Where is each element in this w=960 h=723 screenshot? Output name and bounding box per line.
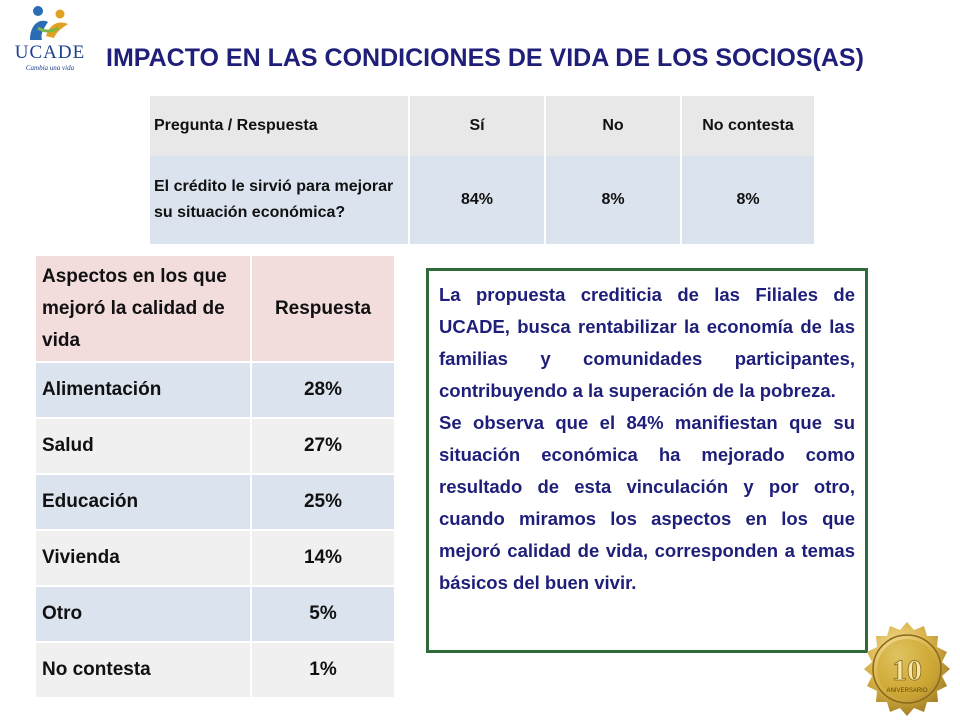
- cell-aspect: Educación: [34, 473, 252, 531]
- cell-value: 1%: [250, 641, 396, 699]
- cell-aspect: Salud: [34, 417, 252, 475]
- anniversary-seal-icon: 10 ANIVERSARIO: [864, 622, 950, 716]
- table-row: Salud 27%: [34, 417, 396, 475]
- header-aspect: Aspectos en los que mejoró la calidad de…: [34, 254, 252, 363]
- seal-text: ANIVERSARIO: [886, 688, 927, 694]
- table-row: El crédito le sirvió para mejorar su sit…: [148, 156, 816, 244]
- logo-tagline: Cambia una vida: [25, 64, 75, 72]
- cell-no-contesta: 8%: [680, 156, 816, 244]
- header-question: Pregunta / Respuesta: [148, 96, 410, 156]
- header-si: Sí: [408, 96, 546, 156]
- cell-aspect: Alimentación: [34, 361, 252, 419]
- cell-no: 8%: [544, 156, 682, 244]
- header-no-contesta: No contesta: [680, 96, 816, 156]
- cell-si: 84%: [408, 156, 546, 244]
- cell-value: 25%: [250, 473, 396, 531]
- cell-value: 5%: [250, 585, 396, 643]
- cell-aspect: Vivienda: [34, 529, 252, 587]
- table-header-row: Pregunta / Respuesta Sí No No contesta: [148, 96, 816, 156]
- ucade-logo: UCADE Cambia una vida: [4, 2, 94, 76]
- credit-response-table: Pregunta / Respuesta Sí No No contesta E…: [148, 96, 816, 244]
- summary-paragraph-1: La propuesta crediticia de las Filiales …: [439, 284, 855, 401]
- header-response: Respuesta: [250, 254, 396, 363]
- table-row: Educación 25%: [34, 473, 396, 531]
- cell-value: 14%: [250, 529, 396, 587]
- page-title: IMPACTO EN LAS CONDICIONES DE VIDA DE LO…: [106, 44, 864, 72]
- table-row: Alimentación 28%: [34, 361, 396, 419]
- summary-paragraph-2: Se observa que el 84% manifiestan que su…: [439, 412, 855, 593]
- anniversary-seal: 10 ANIVERSARIO: [858, 620, 956, 718]
- table-row: Otro 5%: [34, 585, 396, 643]
- table-row: Vivienda 14%: [34, 529, 396, 587]
- logo-text: UCADE: [14, 42, 86, 63]
- cell-aspect: Otro: [34, 585, 252, 643]
- header-no: No: [544, 96, 682, 156]
- cell-value: 28%: [250, 361, 396, 419]
- cell-value: 27%: [250, 417, 396, 475]
- seal-number: 10: [892, 654, 922, 687]
- ucade-logo-icon: [30, 6, 68, 40]
- cell-question: El crédito le sirvió para mejorar su sit…: [148, 156, 410, 244]
- quality-of-life-table: Aspectos en los que mejoró la calidad de…: [34, 254, 396, 699]
- summary-textbox: La propuesta crediticia de las Filiales …: [426, 268, 868, 653]
- table-header-row: Aspectos en los que mejoró la calidad de…: [34, 254, 396, 363]
- table-row: No contesta 1%: [34, 641, 396, 699]
- cell-aspect: No contesta: [34, 641, 252, 699]
